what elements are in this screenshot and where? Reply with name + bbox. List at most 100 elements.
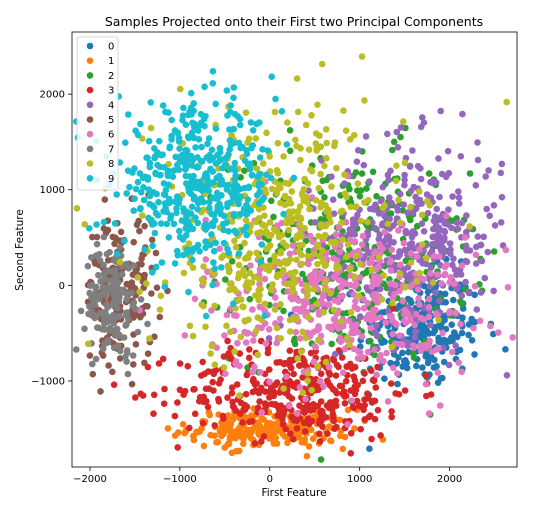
data-point-class-3 [301, 428, 309, 435]
data-point-class-4 [498, 193, 506, 201]
data-point-class-4 [447, 250, 454, 257]
data-point-class-8 [269, 281, 276, 288]
data-point-class-7 [92, 355, 100, 363]
data-point-class-8 [316, 132, 323, 139]
data-point-class-8 [286, 208, 293, 215]
data-point-class-9 [263, 171, 270, 178]
data-point-class-9 [179, 251, 187, 259]
data-point-class-8 [342, 253, 350, 261]
data-point-class-9 [194, 164, 202, 171]
data-point-class-2 [399, 207, 406, 214]
data-point-class-6 [364, 299, 371, 307]
data-point-class-4 [412, 328, 419, 336]
data-point-class-8 [339, 207, 346, 215]
data-point-class-9 [205, 187, 213, 195]
data-point-class-3 [401, 387, 409, 394]
data-point-class-9 [158, 259, 166, 266]
data-point-class-3 [324, 430, 331, 438]
data-point-class-3 [282, 425, 290, 433]
data-point-class-6 [412, 310, 420, 318]
data-point-class-5 [133, 221, 141, 229]
data-point-class-3 [293, 379, 301, 386]
data-point-class-3 [196, 394, 204, 401]
data-point-class-9 [213, 174, 220, 182]
data-point-class-8 [304, 287, 312, 294]
data-point-class-6 [278, 219, 286, 227]
data-point-class-9 [155, 198, 162, 206]
data-point-class-9 [188, 162, 196, 169]
data-point-class-4 [311, 219, 319, 226]
data-point-class-2 [328, 249, 336, 256]
data-point-class-9 [231, 176, 239, 183]
data-point-class-5 [141, 359, 148, 367]
data-point-class-4 [354, 211, 361, 219]
data-point-class-9 [188, 111, 195, 118]
data-point-class-6 [315, 325, 323, 333]
data-point-class-9 [212, 239, 219, 247]
data-point-class-7 [95, 271, 102, 279]
data-point-class-1 [267, 422, 275, 430]
data-point-class-3 [305, 420, 313, 428]
data-point-class-4 [354, 147, 362, 154]
data-point-class-9 [194, 127, 202, 134]
data-point-class-3 [228, 384, 236, 391]
data-point-class-8 [273, 228, 281, 235]
data-point-class-8 [232, 287, 239, 295]
data-point-class-9 [202, 112, 209, 120]
data-point-class-8 [315, 185, 323, 192]
data-point-class-5 [104, 257, 112, 264]
data-point-class-3 [330, 417, 338, 425]
data-point-class-4 [440, 237, 448, 244]
data-point-class-9 [272, 95, 279, 103]
data-point-class-6 [441, 270, 449, 278]
data-point-class-3 [361, 401, 369, 409]
data-point-class-4 [379, 183, 387, 191]
data-point-class-4 [377, 197, 385, 205]
data-point-class-5 [109, 368, 116, 376]
data-point-class-3 [251, 381, 259, 388]
data-point-class-6 [381, 228, 388, 236]
data-point-class-7 [91, 301, 99, 309]
data-point-class-9 [204, 181, 212, 188]
data-point-class-9 [189, 119, 196, 127]
data-point-class-4 [404, 209, 411, 216]
data-point-class-9 [208, 146, 216, 154]
data-point-class-8 [395, 196, 402, 204]
data-point-class-1 [301, 436, 309, 443]
data-point-class-9 [153, 263, 160, 271]
legend-label: 0 [108, 42, 114, 53]
data-point-class-4 [498, 160, 506, 168]
data-point-class-3 [368, 435, 375, 443]
data-point-class-4 [417, 123, 425, 131]
data-point-class-8 [242, 109, 250, 116]
data-point-class-8 [304, 292, 311, 300]
data-point-class-6 [406, 283, 414, 290]
data-point-class-1 [224, 440, 232, 448]
data-point-class-4 [436, 216, 443, 224]
data-point-class-1 [206, 411, 213, 419]
data-point-class-7 [114, 325, 121, 333]
data-point-class-6 [387, 267, 395, 274]
data-point-class-0 [468, 337, 476, 344]
data-point-class-4 [373, 332, 381, 340]
data-point-class-4 [417, 175, 425, 183]
data-point-class-0 [420, 282, 428, 290]
data-point-class-5 [97, 388, 104, 395]
data-point-class-8 [358, 53, 366, 60]
data-point-class-8 [316, 143, 324, 151]
data-point-class-1 [196, 428, 203, 435]
data-point-class-6 [425, 303, 433, 311]
data-point-class-8 [293, 256, 300, 264]
data-point-class-4 [341, 263, 348, 271]
data-point-class-8 [143, 280, 150, 287]
legend-marker [86, 101, 94, 109]
data-point-class-4 [353, 158, 361, 165]
data-point-class-7 [110, 292, 118, 300]
legend-label: 3 [108, 86, 114, 97]
data-point-class-9 [220, 220, 227, 228]
data-point-class-2 [286, 147, 294, 155]
data-point-class-7 [107, 327, 115, 334]
data-point-class-8 [81, 221, 88, 228]
data-point-class-6 [373, 273, 380, 281]
data-point-class-5 [111, 240, 118, 248]
